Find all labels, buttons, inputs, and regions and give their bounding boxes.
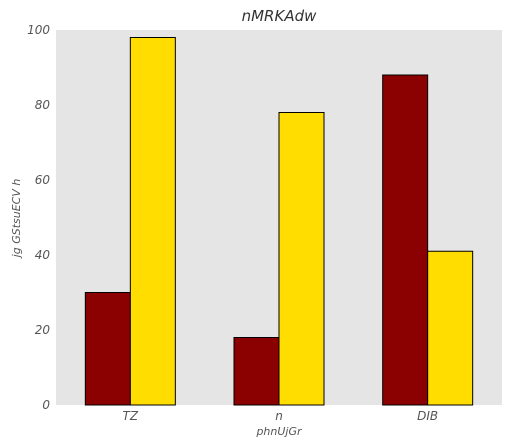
y-tick-label: 100: [27, 23, 50, 37]
bars: [84, 37, 474, 406]
y-tick-label: 40: [35, 248, 51, 262]
y-tick-label: 60: [35, 173, 51, 187]
x-tick-label: DIB: [417, 409, 438, 423]
y-tick-label: 0: [42, 398, 50, 412]
bar: [427, 250, 474, 406]
bar: [233, 337, 280, 406]
bar: [129, 37, 176, 406]
y-tick-label: 20: [35, 323, 51, 337]
x-axis-label: phnUjGr: [255, 425, 303, 438]
chart-title: nMRKAdw: [242, 7, 317, 25]
y-tick-label: 80: [35, 98, 51, 112]
x-axis-ticks: TZ n DIB: [123, 409, 439, 423]
bar: [278, 112, 325, 406]
y-axis-label: jg GStsuECV h: [10, 179, 23, 260]
bar: [84, 292, 131, 406]
bar: [382, 74, 429, 406]
x-tick-label: TZ: [123, 409, 139, 423]
x-tick-label: n: [275, 409, 283, 423]
y-axis-ticks: 0 20 40 60 80 100: [27, 23, 50, 412]
